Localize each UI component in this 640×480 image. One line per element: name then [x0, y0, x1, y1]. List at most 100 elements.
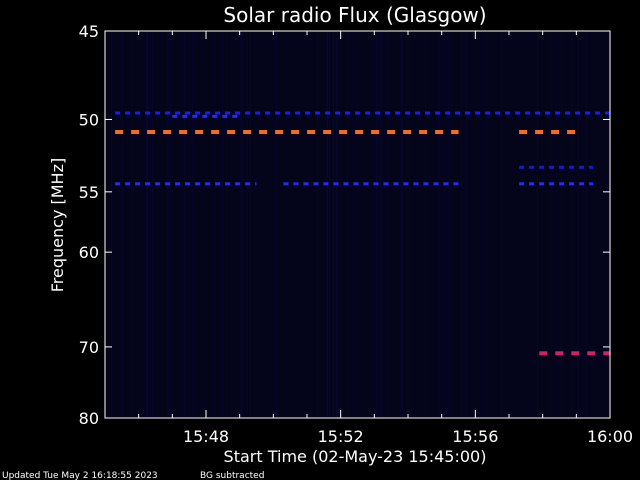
emission-band-segment: [245, 111, 251, 115]
noise-streak: [189, 32, 191, 417]
noise-streak: [111, 32, 113, 417]
noise-streak: [169, 32, 171, 417]
noise-streak: [276, 32, 278, 417]
emission-band-segment: [453, 182, 459, 186]
emission-band-segment: [425, 111, 431, 115]
emission-band-segment: [555, 351, 564, 356]
x-tick-label: 15:52: [318, 427, 364, 446]
emission-band-segment: [339, 130, 348, 134]
noise-streak: [192, 32, 194, 417]
noise-streak: [183, 32, 185, 417]
noise-streak: [148, 32, 149, 417]
noise-streak: [501, 32, 503, 417]
emission-band-segment: [405, 111, 411, 115]
noise-streak: [240, 32, 242, 417]
emission-band-segment: [145, 182, 151, 186]
emission-band-segment: [115, 130, 124, 134]
bg-subtracted-note: BG subtracted: [200, 471, 264, 480]
emission-band-segment: [155, 111, 161, 115]
noise-streak: [214, 32, 216, 417]
emission-band-segment: [579, 182, 585, 186]
emission-band-segment: [265, 111, 271, 115]
noise-streak: [309, 32, 311, 417]
y-tick-label: 60: [79, 243, 99, 262]
emission-band-segment: [595, 111, 601, 115]
emission-band-segment: [323, 130, 332, 134]
emission-band-segment: [569, 182, 575, 186]
emission-band-segment: [445, 111, 451, 115]
emission-band-segment: [215, 111, 221, 115]
emission-band-segment: [333, 182, 339, 186]
emission-band-segment: [551, 130, 560, 134]
noise-streak: [332, 32, 334, 417]
noise-streak: [436, 32, 438, 417]
emission-band-segment: [232, 114, 238, 118]
noise-streak: [400, 32, 402, 417]
emission-band-segment: [303, 182, 309, 186]
emission-band-segment: [451, 130, 459, 134]
y-tick-label: 55: [79, 183, 99, 202]
noise-streak: [425, 32, 427, 417]
noise-streak: [151, 32, 153, 417]
emission-band-segment: [589, 165, 594, 169]
noise-streak: [326, 32, 328, 417]
emission-band-segment: [227, 130, 236, 134]
emission-band-segment: [335, 111, 341, 115]
noise-streak: [317, 32, 318, 417]
emission-band-segment: [285, 111, 291, 115]
emission-band-segment: [539, 165, 545, 169]
emission-band-segment: [255, 182, 257, 186]
noise-streak: [242, 32, 244, 417]
noise-streak: [121, 32, 123, 417]
noise-streak: [139, 32, 141, 417]
noise-streak: [336, 32, 338, 417]
emission-band-segment: [185, 111, 191, 115]
noise-streak: [438, 32, 440, 417]
emission-band-segment: [505, 111, 511, 115]
emission-band-segment: [295, 111, 301, 115]
noise-streak: [529, 32, 531, 417]
emission-band-segment: [519, 165, 525, 169]
emission-band-segment: [569, 165, 575, 169]
noise-streaks: [110, 32, 587, 417]
emission-band-segment: [415, 111, 421, 115]
noise-streak: [556, 32, 557, 417]
noise-streak: [326, 32, 328, 417]
emission-band-segment: [243, 130, 252, 134]
emission-band-segment: [165, 111, 171, 115]
emission-band-segment: [529, 182, 535, 186]
emission-band-segment: [225, 111, 231, 115]
noise-streak: [387, 32, 389, 417]
emission-band-segment: [387, 130, 396, 134]
emission-band-segment: [567, 130, 576, 134]
emission-band-segment: [175, 111, 181, 115]
emission-band-segment: [211, 130, 220, 134]
noise-streak: [585, 32, 587, 417]
emission-band-segment: [202, 114, 208, 118]
emission-band-segment: [212, 114, 218, 118]
emission-band-segment: [575, 111, 581, 115]
noise-streak: [333, 32, 335, 417]
emission-band-segment: [393, 182, 399, 186]
x-tick-label: 15:48: [183, 427, 229, 446]
emission-band-segment: [555, 111, 561, 115]
noise-streak: [443, 32, 445, 417]
emission-band-segment: [235, 111, 241, 115]
y-tick-label: 80: [79, 409, 99, 428]
noise-streak: [437, 32, 439, 417]
noise-streak: [175, 32, 177, 417]
emission-band-segment: [305, 111, 311, 115]
noise-streak: [247, 32, 249, 417]
noise-streak: [401, 32, 403, 417]
emission-band-segment: [313, 182, 319, 186]
emission-band-segment: [395, 111, 401, 115]
emission-band-segment: [115, 111, 121, 115]
emission-band-segment: [535, 111, 541, 115]
noise-streak: [145, 32, 147, 417]
noise-streak: [479, 32, 481, 417]
emission-band-segment: [519, 130, 528, 134]
emission-band-segment: [413, 182, 419, 186]
noise-streak: [222, 32, 224, 417]
emission-band-segment: [585, 111, 591, 115]
noise-streak: [249, 32, 251, 417]
